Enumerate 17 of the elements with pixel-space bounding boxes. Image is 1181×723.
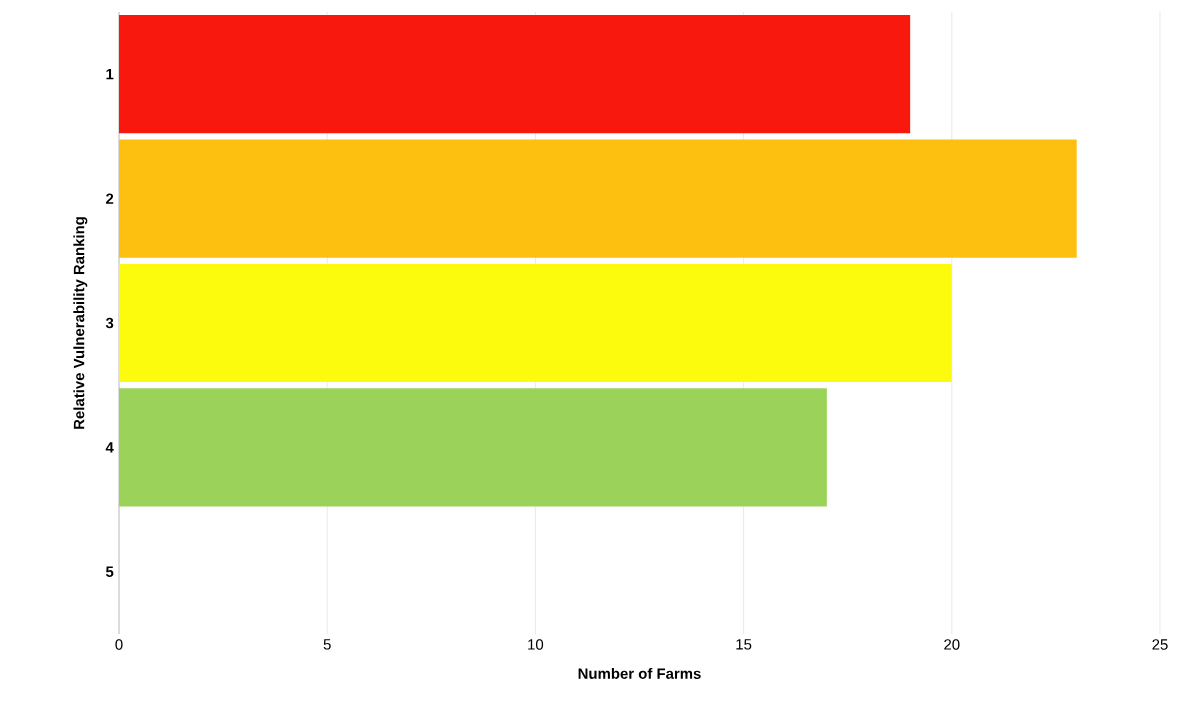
bar (119, 388, 827, 507)
y-tick-label: 2 (106, 193, 114, 204)
y-tick-label: 4 (105, 442, 114, 453)
y-tick-label: 3 (105, 317, 114, 329)
bar (119, 263, 952, 383)
y-axis-title: Relative Vulnerability Ranking (73, 217, 88, 429)
x-tick-label: 15 (736, 639, 752, 650)
y-tick-label: 5 (105, 566, 114, 578)
x-tick-label: 20 (944, 639, 960, 650)
x-axis-title: Number of Farms (578, 667, 701, 679)
bar (119, 139, 1077, 258)
x-tick-label: 5 (323, 639, 331, 650)
x-tick-label: 0 (115, 639, 123, 650)
x-tick-label: 25 (1152, 639, 1168, 650)
bar (119, 15, 911, 134)
x-tick-label: 10 (528, 639, 544, 650)
y-tick-label: 1 (106, 69, 114, 80)
